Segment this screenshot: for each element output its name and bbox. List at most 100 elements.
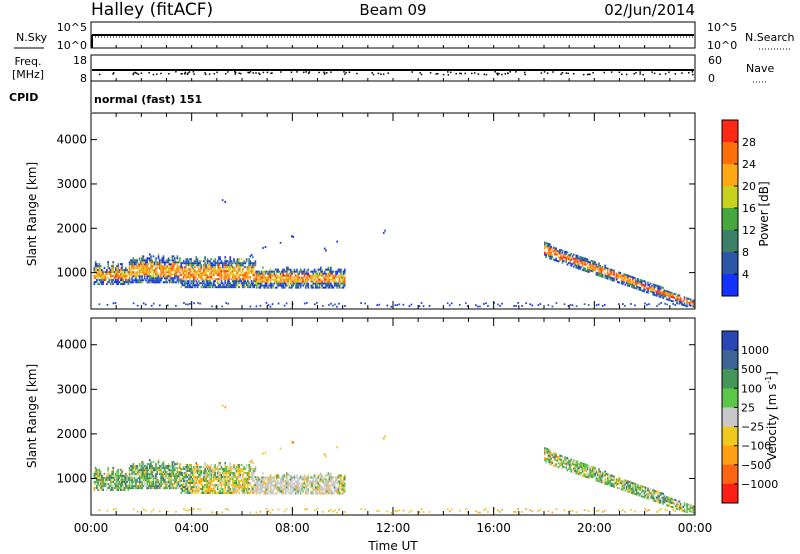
velocity-cell: [167, 477, 170, 480]
power-cell: [628, 281, 630, 284]
power-cell: [208, 260, 210, 263]
power-cell: [216, 286, 219, 289]
velocity-cell: [674, 510, 677, 512]
power-cell: [678, 298, 681, 301]
velocity-cell: [600, 477, 603, 480]
velocity-cell: [551, 511, 554, 514]
power-cell: [613, 269, 615, 272]
velocity-cell: [196, 484, 199, 487]
power-cell: [155, 273, 157, 276]
power-cell: [234, 274, 237, 277]
velocity-cell: [176, 481, 179, 484]
power-cell: [304, 270, 307, 273]
power-cell: [549, 245, 551, 248]
velocity-cell: [180, 467, 182, 470]
velocity-cell: [175, 487, 177, 490]
velocity-cell: [305, 508, 308, 510]
nave-point: [280, 71, 282, 73]
power-cell: [604, 268, 607, 271]
power-cell: [175, 304, 177, 307]
velocity-cell: [190, 480, 193, 483]
power-cell: [226, 282, 229, 285]
velocity-cell: [316, 488, 318, 491]
velocity-cell: [259, 510, 262, 513]
power-cell: [236, 270, 239, 273]
power-cell: [667, 292, 669, 295]
velocity-cell: [279, 480, 282, 483]
power-cell: [158, 281, 161, 284]
power-cell: [116, 265, 118, 268]
nave-point: [132, 72, 135, 74]
power-cell: [554, 249, 556, 252]
velocity-cell: [107, 476, 110, 479]
velocity-cell: [137, 473, 140, 476]
velocity-cell: [622, 484, 624, 487]
power-cell: [214, 266, 216, 269]
velocity-cell: [204, 478, 206, 481]
velocity-cell: [601, 475, 604, 478]
power-cell: [216, 266, 219, 269]
velocity-cell: [323, 476, 326, 479]
power-cell: [323, 280, 326, 283]
velocity-cell: [547, 458, 550, 461]
power-cell: [210, 264, 213, 267]
velocity-cell: [94, 476, 97, 479]
velocity-cell: [200, 465, 203, 468]
velocity-cell: [131, 469, 133, 472]
power-cell: [618, 271, 620, 274]
power-cell: [253, 280, 255, 283]
power-cell: [593, 268, 595, 271]
velocity-cell: [133, 477, 136, 480]
velocity-cell: [278, 488, 281, 491]
nave-point: [483, 73, 486, 76]
velocity-cell: [150, 483, 152, 486]
velocity-cell: [235, 465, 238, 468]
power-cell: [116, 281, 118, 284]
power-cell: [210, 282, 213, 285]
velocity-cell: [590, 475, 593, 478]
power-cell: [229, 264, 232, 267]
power-cell: [195, 274, 198, 277]
power-cell: [257, 270, 259, 273]
power-cell: [576, 266, 579, 269]
velocity-cell: [312, 478, 315, 481]
velocity-cell: [205, 476, 208, 479]
velocity-cell: [161, 471, 164, 474]
power-cell: [267, 286, 269, 289]
power-cell: [162, 255, 165, 258]
velocity-cell: [145, 475, 147, 478]
velocity-cell: [194, 484, 196, 487]
power-cell: [340, 272, 342, 275]
velocity-cell: [557, 462, 560, 465]
velocity-cell: [219, 461, 222, 464]
velocity-cell: [229, 480, 232, 483]
power-cell: [248, 276, 250, 279]
velocity-cell: [323, 482, 326, 485]
velocity-cell: [247, 480, 249, 483]
power-cell: [640, 279, 643, 282]
power-cell: [202, 272, 205, 275]
velocity-cell: [275, 474, 278, 477]
power-cell: [185, 274, 188, 277]
velocity-cell: [304, 490, 307, 493]
power-cell: [150, 281, 152, 284]
power-cell: [172, 263, 175, 266]
power-cell: [513, 305, 515, 307]
velocity-cell: [328, 476, 331, 479]
velocity-cell: [549, 461, 551, 464]
power-cell: [650, 284, 653, 287]
power-cell: [200, 268, 203, 271]
velocity-cell: [652, 499, 654, 502]
power-cell: [306, 276, 308, 279]
power-cell: [638, 286, 641, 289]
power-cell: [638, 288, 641, 291]
power-cell: [116, 283, 118, 286]
power-cell: [323, 276, 326, 279]
velocity-cell: [150, 465, 152, 468]
power-cell: [330, 302, 332, 305]
velocity-cell: [333, 482, 336, 485]
velocity-cell: [306, 478, 308, 481]
velocity-cell: [235, 488, 238, 491]
power-cell: [559, 252, 561, 255]
velocity-cell: [206, 482, 209, 485]
